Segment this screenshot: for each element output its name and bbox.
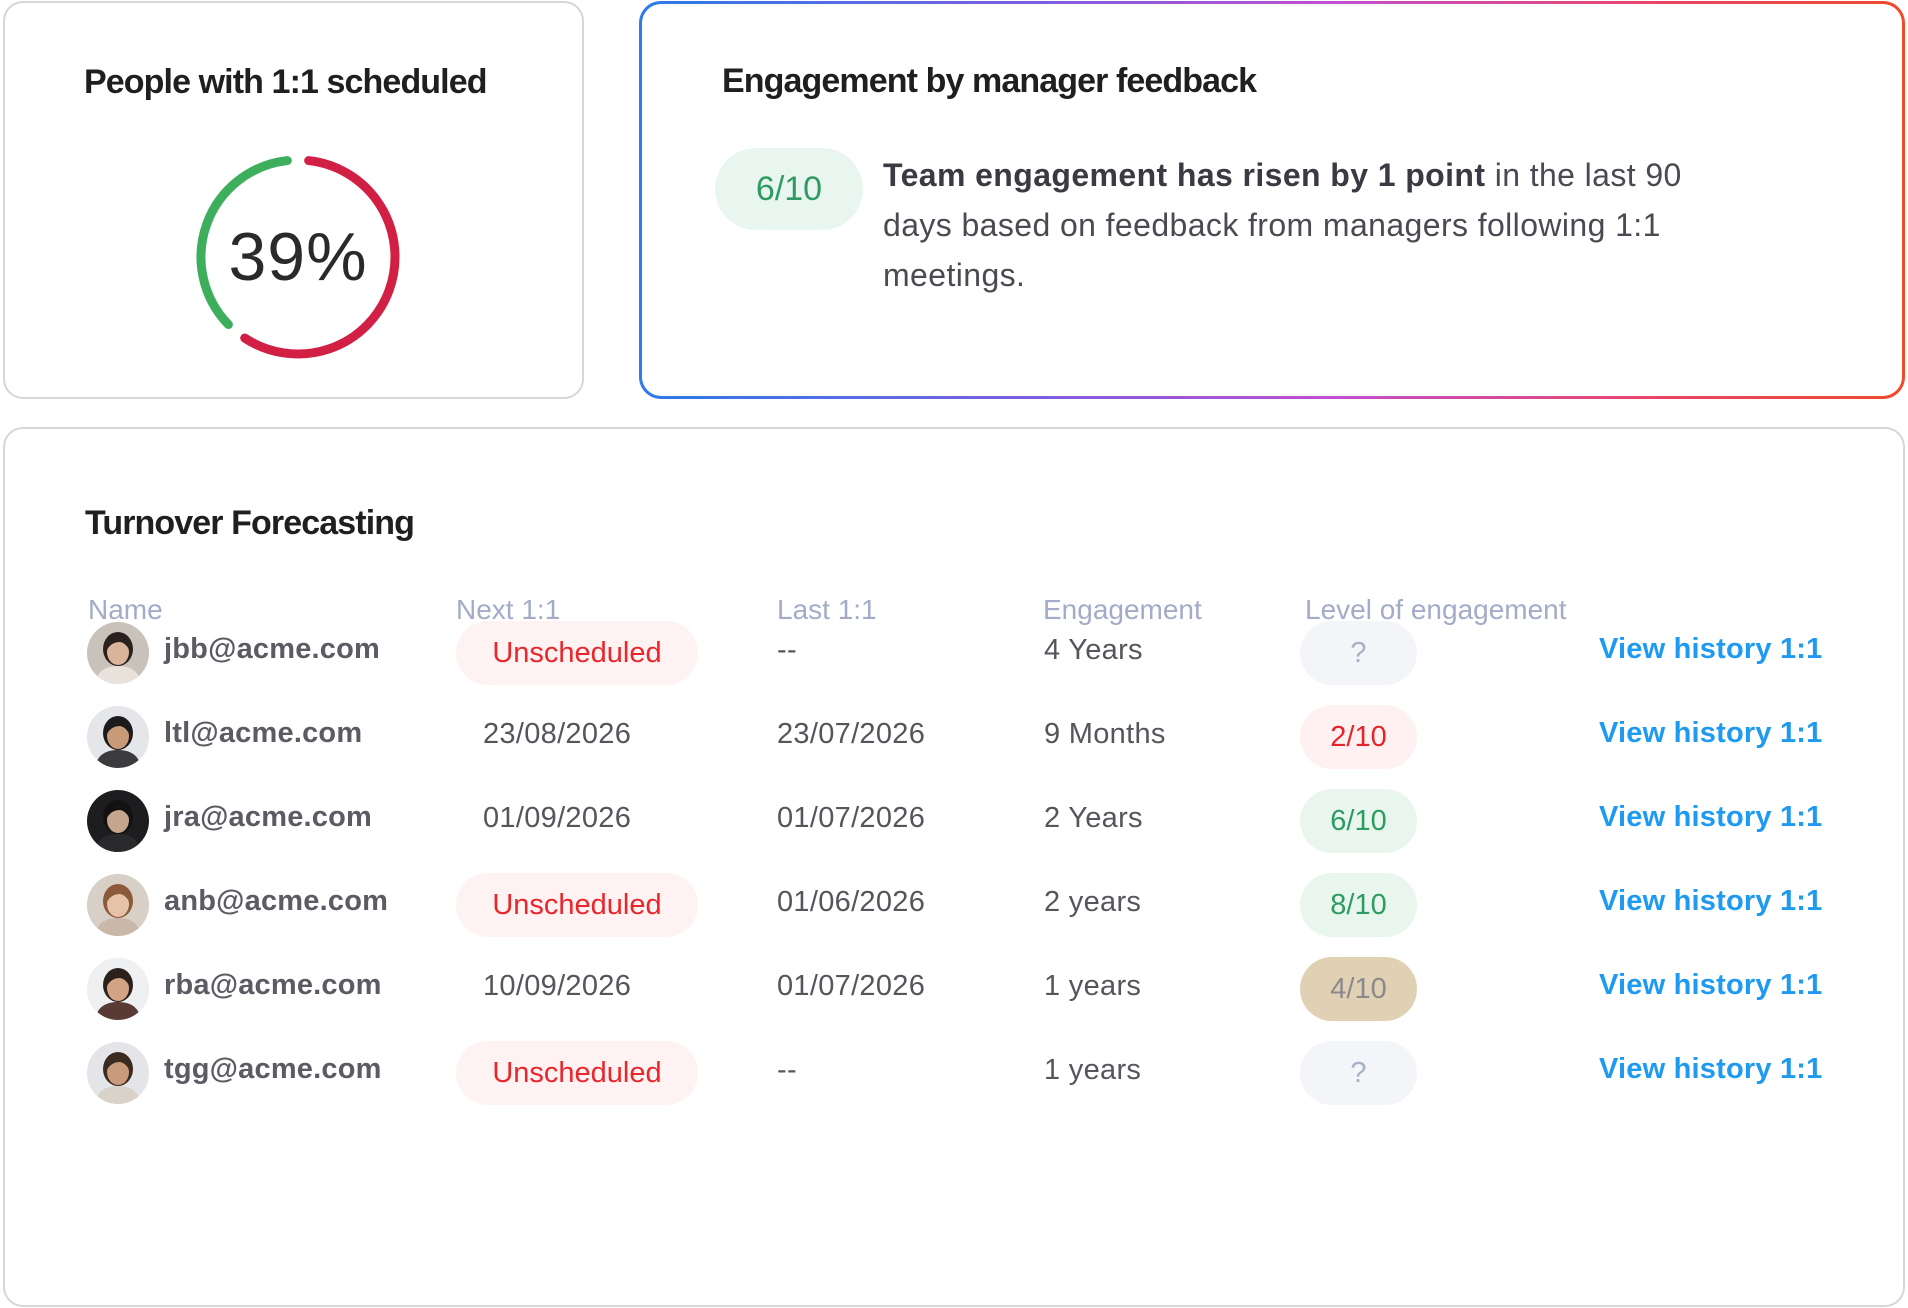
engagement-level-badge: ? — [1300, 621, 1417, 685]
person-icon — [87, 874, 149, 936]
next-meeting-date: 10/09/2026 — [483, 970, 632, 1002]
turnover-card: Turnover Forecasting Name Next 1:1 Last … — [3, 427, 1905, 1307]
table-row: ltl@acme.com 23/08/2026 23/07/2026 9 Mon… — [5, 697, 1903, 777]
table-row: jbb@acme.com Unscheduled -- 4 Years ? Vi… — [5, 613, 1903, 693]
table-row: anb@acme.com Unscheduled 01/06/2026 2 ye… — [5, 865, 1903, 945]
engagement-score-badge: 6/10 — [715, 148, 863, 230]
view-history-link[interactable]: View history 1:1 — [1599, 717, 1823, 749]
avatar — [87, 958, 149, 1020]
table-row: tgg@acme.com Unscheduled -- 1 years ? Vi… — [5, 1033, 1903, 1113]
user-email: jbb@acme.com — [164, 633, 381, 665]
person-icon — [87, 790, 149, 852]
scheduled-arc — [196, 156, 292, 330]
tenure: 9 Months — [1044, 718, 1166, 750]
column-header-engagement: Engagement — [1043, 594, 1202, 625]
column-header-level: Level of engagement — [1305, 594, 1567, 625]
avatar — [87, 706, 149, 768]
avatar — [87, 874, 149, 936]
scheduled-percent: 39% — [228, 219, 368, 295]
avatar — [87, 790, 149, 852]
unscheduled-arc — [240, 156, 400, 359]
column-header-next: Next 1:1 — [456, 594, 561, 625]
engagement-summary: Team engagement has risen by 1 point in … — [883, 150, 1683, 300]
view-history-link[interactable]: View history 1:1 — [1599, 969, 1823, 1001]
unscheduled-badge: Unscheduled — [456, 873, 698, 937]
user-email: ltl@acme.com — [164, 717, 363, 749]
table-row: rba@acme.com 10/09/2026 01/07/2026 1 yea… — [5, 949, 1903, 1029]
person-icon — [87, 622, 149, 684]
last-meeting: -- — [777, 1054, 797, 1086]
engagement-summary-highlight: Team engagement has risen by 1 point — [883, 157, 1486, 193]
unscheduled-badge: Unscheduled — [456, 1041, 698, 1105]
tenure: 2 Years — [1044, 802, 1143, 834]
turnover-card-title: Turnover Forecasting — [85, 504, 415, 542]
view-history-link[interactable]: View history 1:1 — [1599, 1053, 1823, 1085]
table-row: jra@acme.com 01/09/2026 01/07/2026 2 Yea… — [5, 781, 1903, 861]
person-icon — [87, 706, 149, 768]
user-email: tgg@acme.com — [164, 1053, 382, 1085]
next-meeting-date: 23/08/2026 — [483, 718, 632, 750]
engagement-level-badge: ? — [1300, 1041, 1417, 1105]
tenure: 1 years — [1044, 1054, 1142, 1086]
view-history-link[interactable]: View history 1:1 — [1599, 801, 1823, 833]
engagement-level-badge: 8/10 — [1300, 873, 1417, 937]
tenure: 1 years — [1044, 970, 1142, 1002]
last-meeting: 01/07/2026 — [777, 970, 926, 1002]
person-icon — [87, 1042, 149, 1104]
user-email: anb@acme.com — [164, 885, 389, 917]
engagement-card-border: Engagement by manager feedback 6/10 Team… — [639, 1, 1905, 399]
view-history-link[interactable]: View history 1:1 — [1599, 885, 1823, 917]
last-meeting: 01/07/2026 — [777, 802, 926, 834]
scheduled-card-title: People with 1:1 scheduled — [84, 63, 488, 101]
engagement-level-badge: 2/10 — [1300, 705, 1417, 769]
avatar — [87, 622, 149, 684]
column-header-name: Name — [88, 594, 163, 625]
user-email: jra@acme.com — [164, 801, 373, 833]
tenure: 4 Years — [1044, 634, 1143, 666]
column-header-last: Last 1:1 — [777, 594, 877, 625]
scheduled-card: People with 1:1 scheduled 39% — [3, 1, 584, 399]
engagement-level-badge: 6/10 — [1300, 789, 1417, 853]
next-meeting-date: 01/09/2026 — [483, 802, 632, 834]
user-email: rba@acme.com — [164, 969, 382, 1001]
view-history-link[interactable]: View history 1:1 — [1599, 633, 1823, 665]
engagement-summary-rest: in the last 90 days based on feedback fr… — [883, 157, 1682, 293]
person-icon — [87, 958, 149, 1020]
scheduled-donut-chart — [196, 156, 400, 359]
engagement-card: Engagement by manager feedback 6/10 Team… — [642, 4, 1902, 396]
avatar — [87, 1042, 149, 1104]
last-meeting: 01/06/2026 — [777, 886, 926, 918]
tenure: 2 years — [1044, 886, 1142, 918]
engagement-level-badge: 4/10 — [1300, 957, 1417, 1021]
unscheduled-badge: Unscheduled — [456, 621, 698, 685]
last-meeting: -- — [777, 634, 797, 666]
last-meeting: 23/07/2026 — [777, 718, 926, 750]
engagement-card-title: Engagement by manager feedback — [722, 62, 1257, 100]
